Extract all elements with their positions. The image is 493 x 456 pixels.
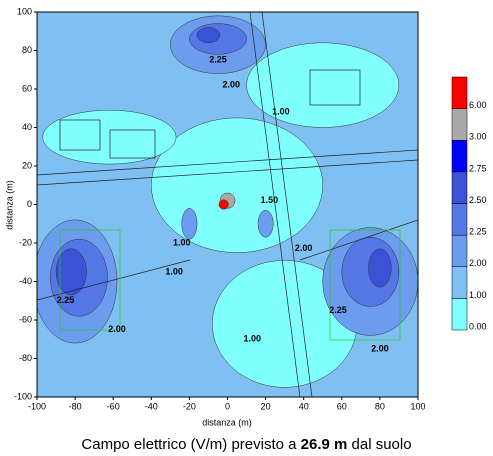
contour-label: 1.00 xyxy=(173,237,191,247)
y-tick-label: -80 xyxy=(19,353,32,363)
colorbar-label: 2.00 xyxy=(469,258,487,268)
y-tick-label: -100 xyxy=(14,391,32,401)
y-tick-label: -20 xyxy=(19,237,32,247)
roads xyxy=(37,12,418,397)
contour-label: 2.00 xyxy=(223,80,241,90)
contour-label: 2.00 xyxy=(108,324,126,334)
caption: Campo elettrico (V/m) previsto a 26.9 m … xyxy=(0,436,493,453)
field-region xyxy=(368,248,392,288)
colorbar-box xyxy=(451,266,468,299)
caption-text: dal suolo xyxy=(347,436,412,453)
x-tick-label: 60 xyxy=(337,401,347,411)
x-tick-label: -80 xyxy=(69,401,82,411)
contour-label: 2.00 xyxy=(371,343,389,353)
y-tick-label: -40 xyxy=(19,276,32,286)
y-tick-label: -60 xyxy=(19,314,32,324)
y-tick-label: 40 xyxy=(22,122,32,132)
building xyxy=(59,119,101,151)
colorbar-box xyxy=(451,171,468,204)
field-region xyxy=(257,210,274,238)
colorbar-box xyxy=(451,203,468,236)
field-region xyxy=(42,109,177,165)
field-region xyxy=(196,27,221,44)
x-tick-label: 20 xyxy=(261,401,271,411)
colorbar-box xyxy=(451,140,468,173)
colorbar-label: 2.50 xyxy=(469,195,487,205)
building xyxy=(59,229,121,331)
contour-label: 2.25 xyxy=(57,295,75,305)
map-outlines xyxy=(37,12,418,397)
chart: distanza (m) distanza (m) 2.25 2.00 1.00 1.… xyxy=(4,6,487,427)
contour-label: 2.25 xyxy=(209,55,227,65)
y-tick-label: 60 xyxy=(22,83,32,93)
colorbar-box xyxy=(451,76,468,109)
x-tick-label: 100 xyxy=(410,401,425,411)
x-tick-label: -60 xyxy=(107,401,120,411)
colorbar-label: 3.00 xyxy=(469,132,487,142)
field-region xyxy=(246,42,400,128)
field-region xyxy=(151,117,323,253)
field-region xyxy=(55,248,87,296)
colorbar-label: 6.00 xyxy=(469,100,487,110)
contour-label: 1.00 xyxy=(165,266,183,276)
y-tick-label: 100 xyxy=(17,6,32,16)
x-tick-label: 0 xyxy=(225,401,230,411)
field xyxy=(37,12,418,397)
contour-label: 2.00 xyxy=(295,243,313,253)
colorbar-label: 2.25 xyxy=(469,227,487,237)
x-tick-label: 40 xyxy=(299,401,309,411)
y-axis-label: distanza (m) xyxy=(4,180,14,230)
colorbar-label: 0.00 xyxy=(469,321,487,331)
caption-text: Campo elettrico (V/m) previsto a xyxy=(81,436,301,453)
x-tick-label: -100 xyxy=(28,401,46,411)
y-tick-label: 80 xyxy=(22,45,32,55)
field-region xyxy=(181,208,198,240)
y-tick-label: 0 xyxy=(27,199,32,209)
building xyxy=(329,229,401,341)
colorbar-box xyxy=(451,234,468,267)
field-region xyxy=(218,199,229,210)
x-tick-label: 80 xyxy=(375,401,385,411)
building xyxy=(309,69,361,106)
x-axis-label: distanza (m) xyxy=(202,417,252,427)
y-tick-label: 20 xyxy=(22,160,32,170)
colorbar-label: 1.00 xyxy=(469,290,487,300)
contour-label: 1.50 xyxy=(261,195,279,205)
contour-label: 2.25 xyxy=(329,305,347,315)
colorbar-label: 2.75 xyxy=(469,163,487,173)
colorbar-box xyxy=(451,298,468,331)
building xyxy=(109,129,156,159)
colorbar-box xyxy=(451,108,468,141)
x-tick-label: -20 xyxy=(183,401,196,411)
contour-label: 1.00 xyxy=(243,334,261,344)
x-tick-label: -40 xyxy=(145,401,158,411)
contour-label: 1.00 xyxy=(272,106,290,116)
caption-height: 26.9 m xyxy=(300,436,348,453)
